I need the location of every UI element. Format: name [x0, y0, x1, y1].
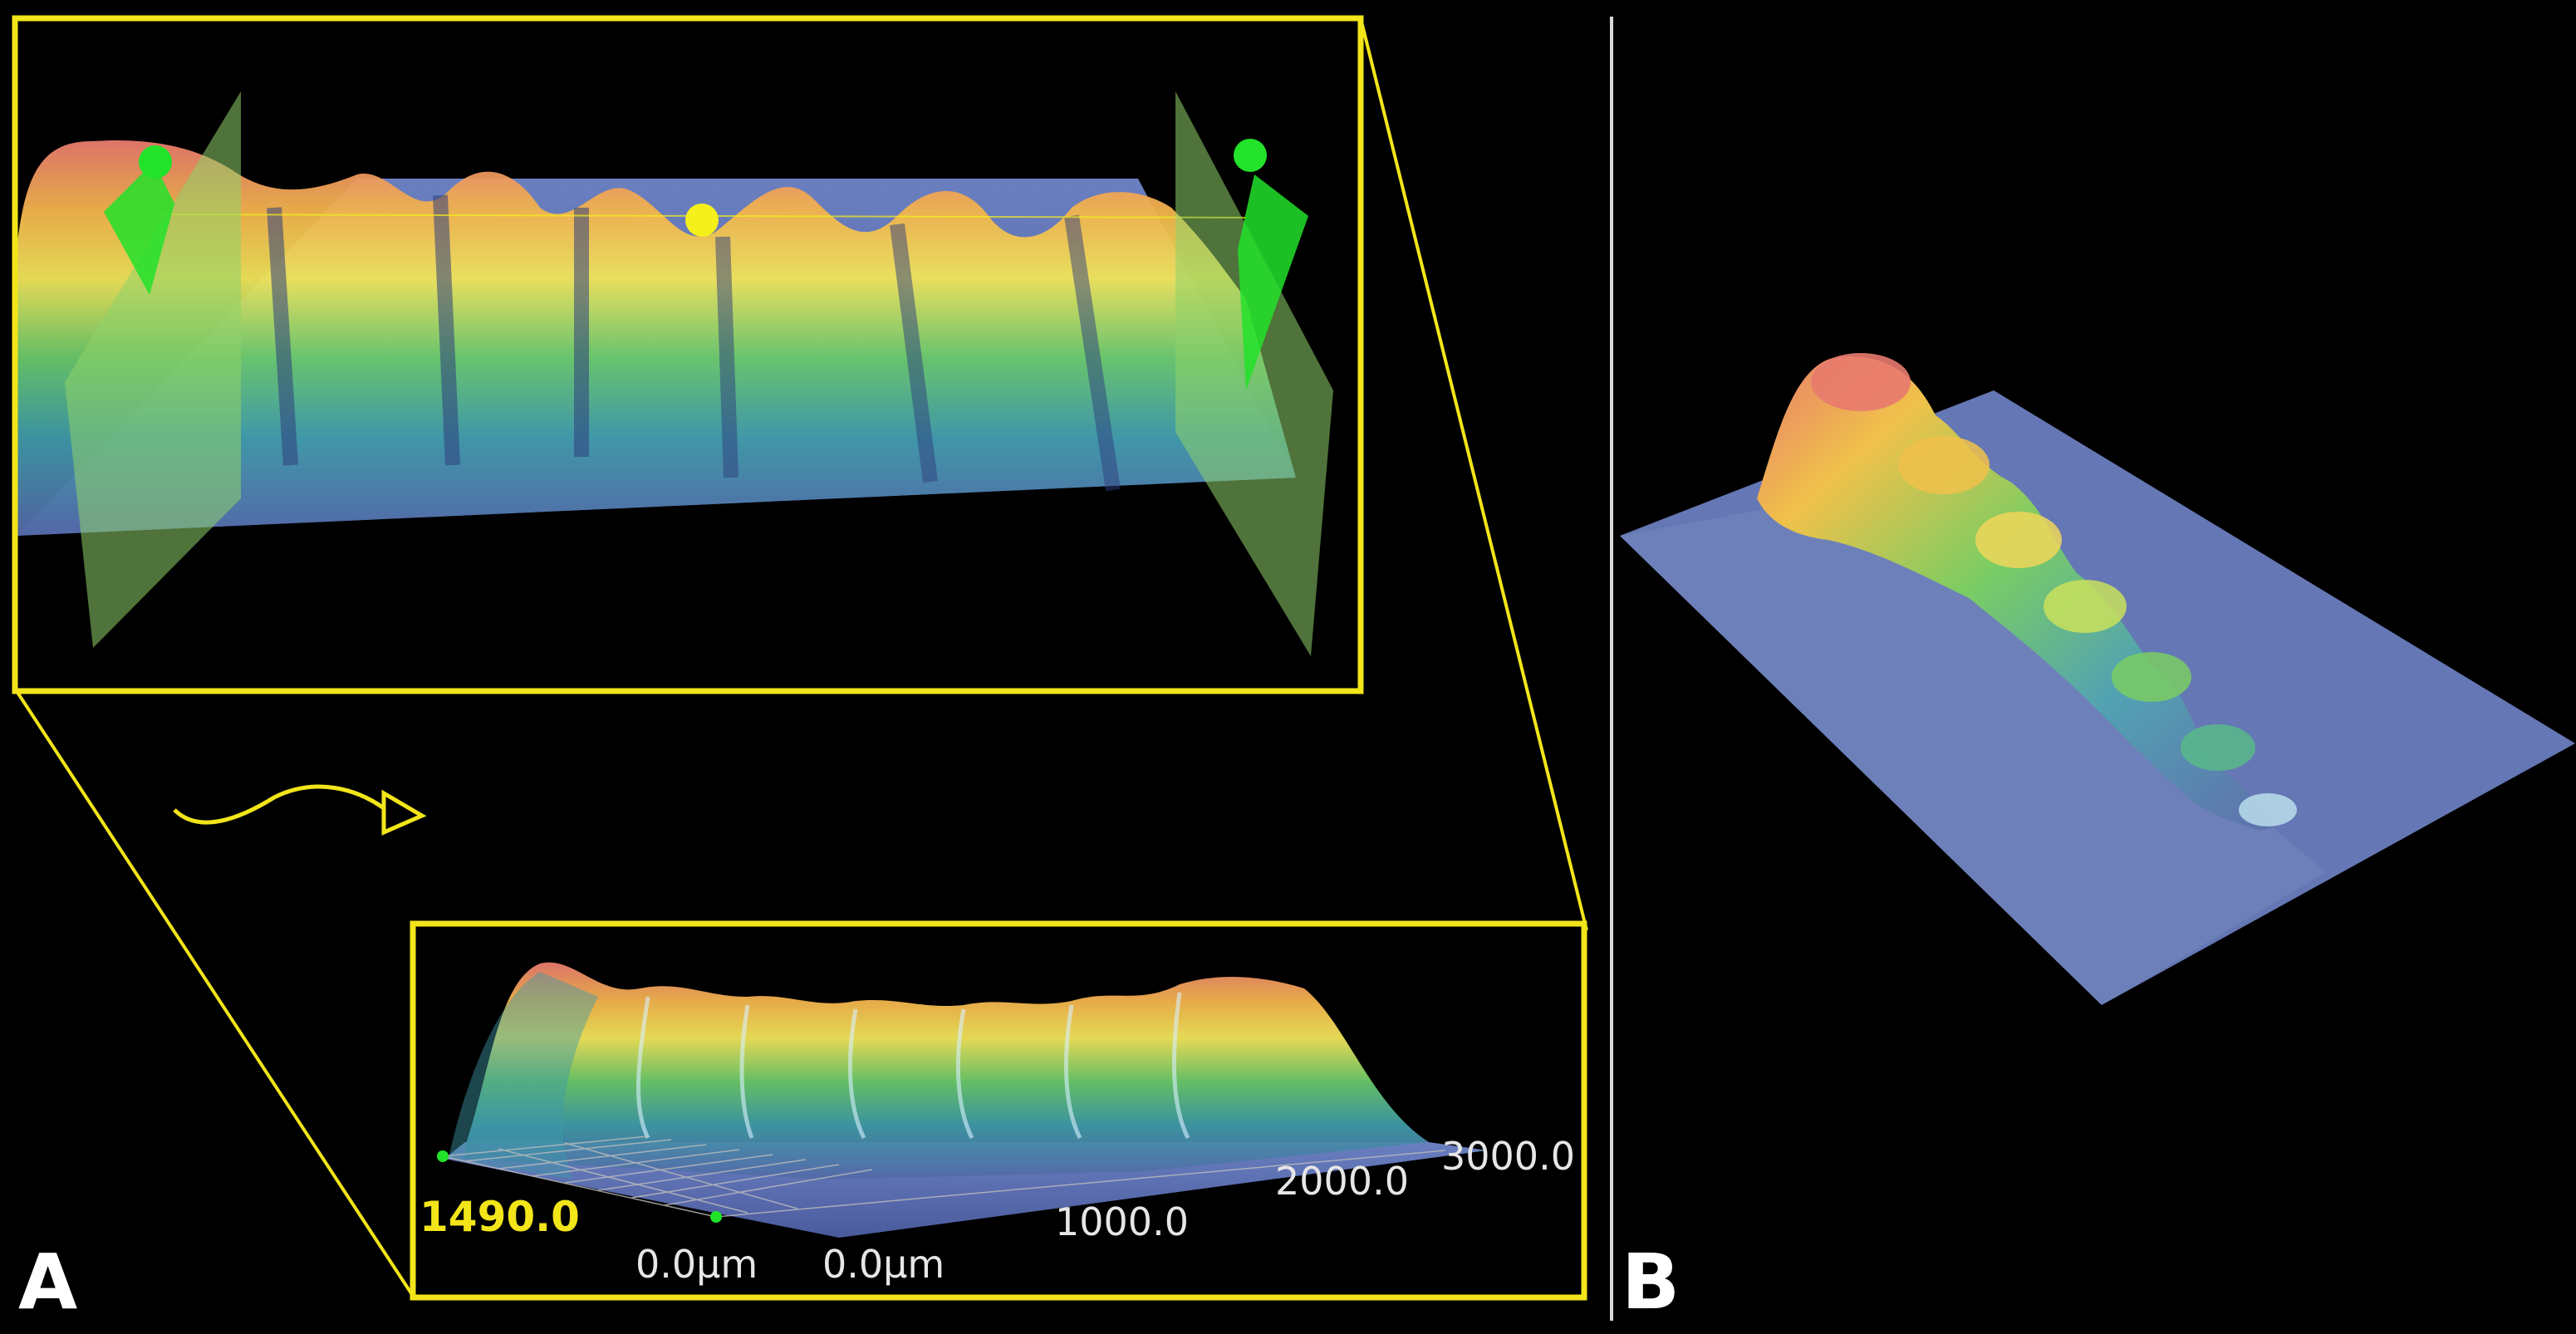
left-cut-plane — [65, 91, 241, 648]
left-sphere-marker-icon — [139, 145, 172, 179]
top-surface-view — [17, 91, 1333, 656]
tick-2000-label: 2000.0 — [1275, 1159, 1409, 1204]
top-view-frame — [12, 15, 1364, 694]
oblique-bump-3 — [2044, 580, 2127, 633]
left-plane-handle — [104, 162, 174, 295]
bottom-groove-3 — [847, 1008, 866, 1140]
center-sphere-marker-icon — [685, 204, 719, 237]
panel-a-letter: A — [18, 1238, 77, 1327]
oblique-bump-4 — [2112, 652, 2191, 702]
groove-2 — [433, 194, 460, 466]
zoom-line-right — [1359, 17, 1588, 931]
axis-origin-marker — [437, 1150, 449, 1162]
oblique-slab-shade — [1620, 490, 2326, 1005]
bottom-groove-4 — [955, 1008, 974, 1140]
bottom-view-frame — [410, 920, 1587, 1301]
origin-right-label: 0.0µm — [822, 1242, 945, 1287]
oblique-bump-6 — [2239, 793, 2297, 826]
top-ridge-surface — [17, 140, 1296, 536]
bottom-ridge-surface — [465, 962, 1429, 1180]
groove-4 — [715, 236, 738, 478]
groove-6 — [1064, 214, 1121, 492]
groove-1 — [267, 207, 298, 466]
groove-5 — [890, 223, 938, 483]
oblique-bump-2 — [1975, 512, 2062, 568]
axis-corner-marker — [710, 1211, 722, 1223]
y-extent-label: 1490.0 — [420, 1193, 580, 1241]
oblique-peak — [1811, 353, 1911, 411]
tick-1000-label: 1000.0 — [1055, 1199, 1189, 1244]
oblique-surface-view — [1620, 353, 2575, 1005]
right-sphere-marker-icon — [1234, 139, 1267, 172]
bottom-groove-2 — [739, 1004, 754, 1139]
right-cut-plane — [1175, 91, 1333, 656]
oblique-bump-5 — [2181, 724, 2255, 771]
bottom-front-face — [449, 972, 598, 1180]
bottom-groove-5 — [1063, 1004, 1082, 1140]
origin-left-label: 0.0µm — [635, 1242, 758, 1287]
curved-arrow-icon — [173, 784, 427, 836]
panel-b-letter: B — [1622, 1238, 1680, 1327]
oblique-ridge — [1757, 356, 2276, 831]
zoom-line-left — [15, 689, 415, 1297]
bottom-groove-1 — [635, 996, 650, 1140]
bottom-surface-view — [437, 962, 1487, 1238]
right-plane-handle — [1238, 174, 1308, 390]
bottom-groove-6 — [1171, 992, 1190, 1140]
tick-3000-label: 3000.0 — [1441, 1134, 1575, 1179]
oblique-bump-1 — [1898, 436, 1990, 494]
axis-grid — [442, 1135, 1446, 1218]
